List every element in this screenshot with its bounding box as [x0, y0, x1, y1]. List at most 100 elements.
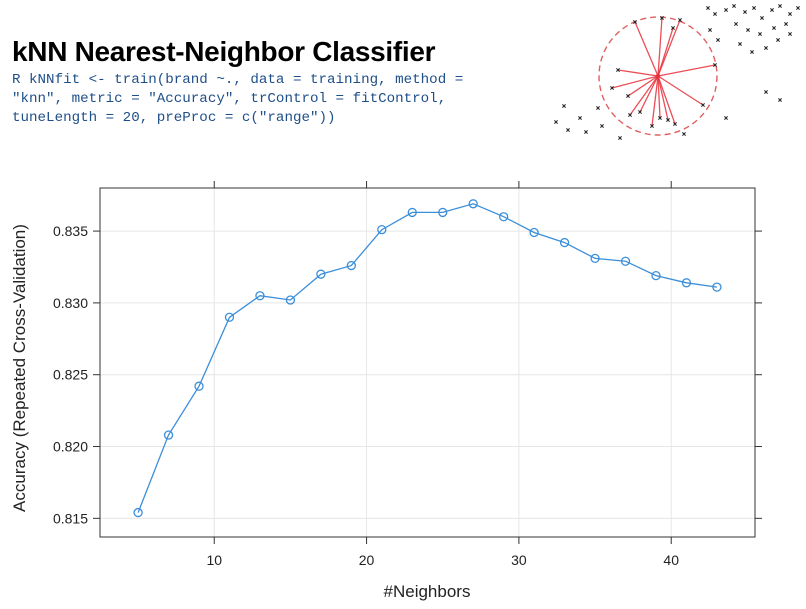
y-axis-title: Accuracy (Repeated Cross-Validation) [10, 224, 29, 512]
scatter-point [713, 63, 717, 67]
scatter-point [660, 16, 664, 20]
scatter-point [610, 86, 614, 90]
neighbor-line [617, 69, 659, 77]
data-point [255, 291, 265, 301]
scatter-point [764, 90, 768, 94]
scatter-point [764, 46, 768, 50]
y-tick-label: 0.825 [53, 367, 88, 383]
neighbor-line [657, 17, 663, 77]
data-point [529, 227, 539, 238]
neighborhood-circle [598, 16, 718, 136]
scatter-point [724, 116, 728, 120]
scatter-point [673, 122, 677, 126]
x-axis-title: #Neighbors [384, 582, 471, 601]
grid-lines [100, 188, 755, 537]
data-point [346, 260, 356, 271]
scatter-point [750, 50, 754, 54]
scatter-points [554, 4, 800, 140]
x-tick-label: 20 [359, 552, 375, 568]
code-line: "knn", metric = "Accuracy", trControl = … [12, 91, 447, 107]
neighbor-line [629, 75, 659, 116]
data-point [559, 237, 570, 248]
scatter-point [566, 128, 570, 132]
scatter-point [732, 4, 736, 8]
neighbor-line [639, 75, 659, 113]
neighbor-line [634, 21, 659, 77]
neighbor-line [657, 75, 676, 125]
scatter-point [758, 32, 762, 36]
y-tick-label: 0.830 [53, 295, 88, 311]
x-tick-label: 10 [206, 552, 222, 568]
data-point [651, 270, 661, 281]
neighbor-line [611, 75, 659, 89]
y-tick-label: 0.820 [53, 439, 88, 455]
scatter-point [738, 42, 742, 46]
data-point [438, 207, 448, 218]
axis-ticks [93, 181, 762, 544]
scatter-point [638, 110, 642, 114]
data-point [224, 312, 235, 322]
page-title: kNN Nearest-Neighbor Classifier [12, 36, 436, 67]
scatter-point [708, 28, 712, 32]
data-point [133, 507, 143, 518]
scatter-point [734, 22, 738, 26]
neighbor-line [657, 75, 669, 121]
scatter-point [770, 8, 774, 12]
neighbor-line [657, 75, 704, 106]
scatter-point [650, 124, 654, 128]
scatter-point [713, 12, 717, 16]
data-point [407, 207, 417, 218]
code-line: R kNNfit <- train(brand ~., data = train… [12, 72, 464, 88]
scatter-point [554, 120, 558, 124]
scatter-point [562, 104, 566, 108]
data-point [499, 212, 509, 222]
scatter-point [788, 12, 792, 16]
scatter-point [666, 118, 670, 122]
plot-frame [99, 187, 756, 538]
y-tick-label: 0.835 [53, 223, 88, 239]
scatter-point [760, 16, 764, 20]
scatter-point [724, 8, 728, 12]
y-tick-label: 0.815 [53, 510, 88, 526]
x-tick-labels: 10 20 30 40 [206, 552, 679, 568]
scatter-point [618, 136, 622, 140]
series-line [137, 203, 717, 513]
code-block: R kNNfit <- train(brand ~., data = train… [12, 71, 463, 128]
scatter-point [746, 28, 750, 32]
data-point [377, 225, 387, 235]
scatter-point [633, 20, 637, 24]
scatter-point [682, 132, 686, 136]
neighbor-line [627, 75, 659, 97]
query-point [655, 73, 661, 79]
scatter-point [578, 116, 582, 120]
neighbor-line [657, 64, 716, 77]
x-tick-label: 40 [663, 552, 679, 568]
scatter-point [626, 94, 630, 98]
knn-neighborhood-diagram-icon [554, 4, 800, 140]
neighbor-line [657, 75, 661, 119]
scatter-point [701, 103, 705, 107]
code-line: tuneLength = 20, preProc = c("range")) [12, 110, 336, 126]
data-point [590, 253, 600, 264]
scatter-point [616, 68, 620, 72]
neighbor-line [651, 75, 659, 127]
scatter-point [671, 26, 675, 30]
y-tick-labels: 0.815 0.820 0.825 0.830 0.835 [53, 223, 88, 526]
x-tick-label: 30 [511, 552, 527, 568]
scatter-point [788, 32, 792, 36]
scatter-point [706, 6, 710, 10]
scatter-point [752, 6, 756, 10]
scatter-point [678, 18, 682, 22]
scatter-point [716, 38, 720, 42]
scatter-point [658, 116, 662, 120]
data-point [194, 381, 204, 391]
scatter-point [772, 26, 776, 30]
neighbor-line [657, 27, 674, 77]
scatter-point [778, 4, 782, 8]
scatter-point [743, 10, 747, 14]
data-point [712, 282, 722, 292]
scatter-point [784, 22, 788, 26]
data-point [163, 430, 174, 440]
data-point [468, 199, 478, 209]
